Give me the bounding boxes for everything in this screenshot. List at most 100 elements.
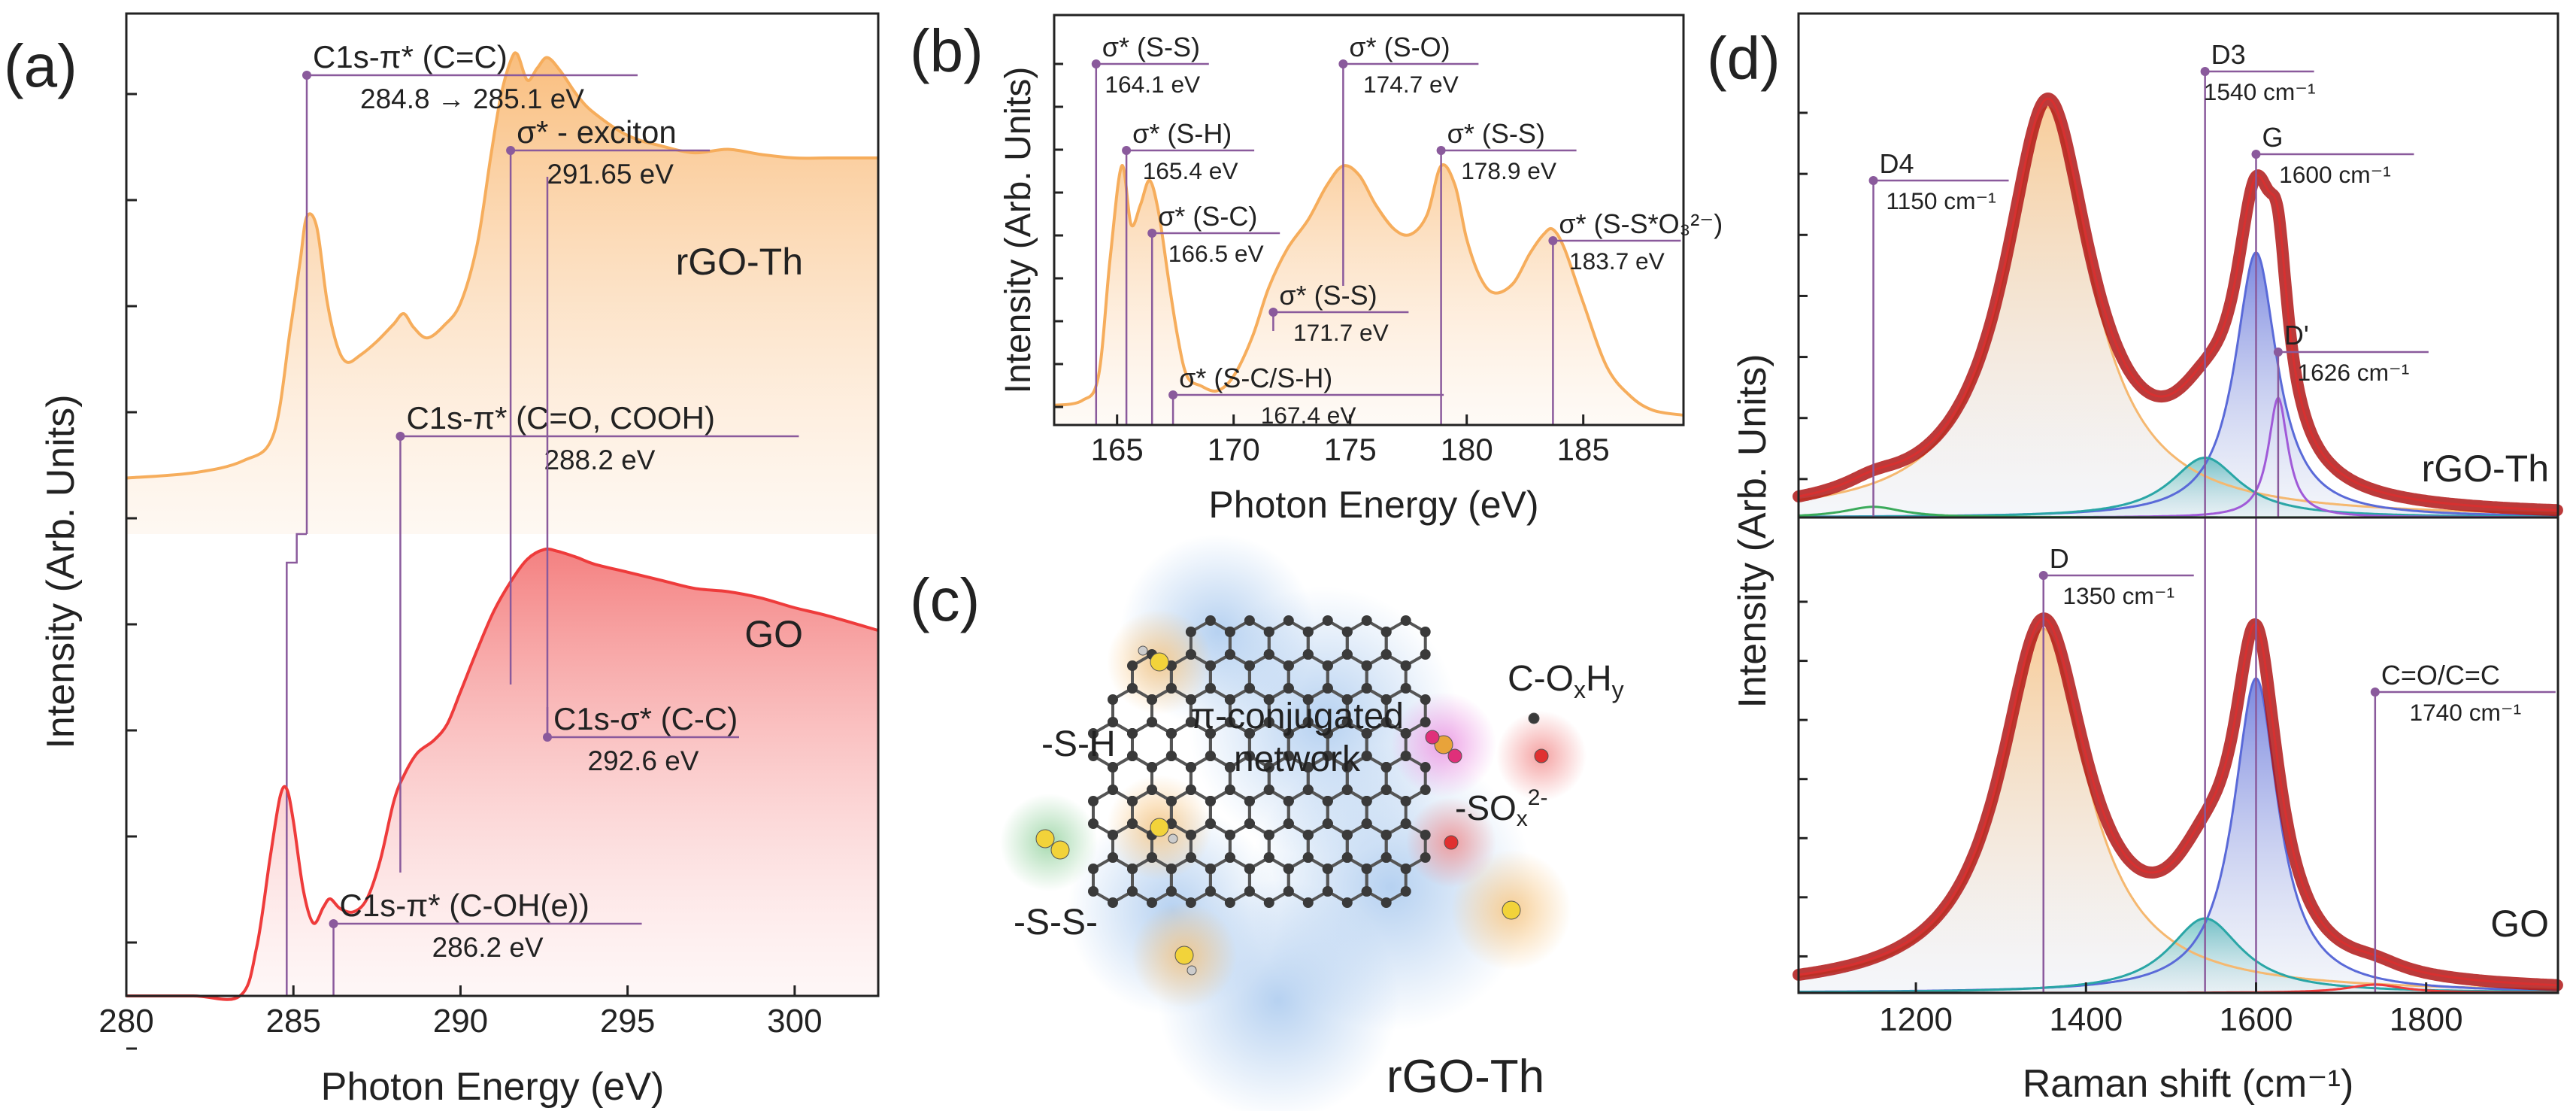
carbon-atom [1127,818,1138,829]
hydrogen-atom [1138,645,1148,656]
carbon-atom [1420,649,1431,660]
carbon-atom [1244,660,1255,671]
carbon-atom [1224,694,1235,705]
carbon-atom [1380,717,1392,727]
carbon-atom [1244,796,1255,806]
carbon-atom [1127,683,1138,694]
carbon-atom [1088,751,1099,761]
annot-d4-value: 1150 cm⁻¹ [1886,187,1996,214]
carbon-atom [1224,762,1235,773]
carbon-atom [1302,694,1314,705]
carbon-atom [1341,627,1353,637]
panel-a-tick-label-300: 300 [767,1003,822,1040]
annot-ss-164-dot [1091,59,1101,68]
annot-g-value: 1600 cm⁻¹ [2279,161,2391,188]
sulfur-atom [1502,900,1521,920]
annot-dprime-dot [2273,348,2283,357]
carbon-atom [1205,886,1216,897]
carbon-atom [1244,751,1255,761]
carbon-atom [1283,864,1294,874]
carbon-atom [1088,796,1099,806]
carbon-atom [1224,649,1235,660]
panel-d-xlabel: Raman shift (cm⁻¹) [2023,1062,2354,1106]
annot-c1s-pi-cc-title: C1s-π* (C=C) [313,39,508,74]
carbon-atom [1108,785,1118,795]
annot-sigma-exciton-dot [506,146,516,155]
panel-a-curves [126,51,879,1001]
panel-d-tick-label-1600: 1600 [2220,1001,2293,1038]
carbon-atom [1127,864,1138,874]
panel-c-structure-illustration: (c) -S-H π-conjugated network C-OxHy -SO… [910,534,1624,1111]
raman-fit-rGO-Th [1798,97,2557,511]
annot-c1s-pi-coh-dot [329,919,338,928]
panel-d-tick-label-1400: 1400 [2049,1001,2123,1038]
annot-d-title: D [2050,543,2069,574]
carbon-atom [1322,660,1333,671]
carbon-atom [1205,818,1216,829]
carbon-atom [1224,785,1235,795]
panel-d-raman: (d) Intensity (Arb. Units) Raman shift (… [1707,12,2563,1106]
carbon-atom [1244,818,1255,829]
carbon-atom [1361,864,1372,874]
c-oxhy-label: C-OxHy [1508,659,1624,703]
annot-co-cc: C=O/C=C 1740 cm⁻¹ [2370,660,2556,993]
carbon-atom [1224,830,1235,840]
panel-a-annotations: C1s-π* (C=C) 284.8 → 285.1 eVσ* - exciton… [302,39,799,996]
annot-ss-178-value: 178.9 eV [1461,157,1556,184]
panel-d-curves [1793,93,2563,994]
carbon-atom [1283,751,1294,761]
carbon-atom [1088,818,1099,829]
annot-d3-dot [2200,67,2210,76]
carbon-atom [1263,897,1274,908]
carbon-atom [1341,785,1353,795]
annot-d-value: 1350 cm⁻¹ [2062,582,2174,609]
panel-b-ylabel: Intensity (Arb. Units) [999,67,1038,394]
raman-fill-rGO-Th-D [1799,107,2557,518]
carbon-atom [1108,852,1118,863]
annot-dprime-title: D' [2284,320,2309,351]
carbon-atom [1108,762,1118,773]
carbon-atom [1322,683,1333,694]
annot-sigma-exciton-value: 291.65 eV [547,159,674,190]
carbon-atom [1088,886,1099,897]
carbon-atom [1263,694,1274,705]
carbon-atom [1283,683,1294,694]
carbon-atom [1165,886,1177,897]
annot-c1s-pi-co: C1s-π* (C=O, COOH) 288.2 eV [395,400,799,873]
carbon-atom [1263,852,1274,863]
carbon-atom [1341,717,1353,727]
carbon-atom [1244,886,1255,897]
raman-fill-rGO-Th-D3 [1799,457,2557,518]
panel-b-annotations: σ* (S-S) 164.1 eV σ* (S-H) 165.4 eV σ* (S-C)… [1091,32,1723,429]
annot-sc-sh-167-title: σ* (S-C/S-H) [1179,363,1332,393]
carbon-atom [1263,717,1274,727]
sulfur-atom [1035,829,1055,848]
carbon-atom [1108,717,1118,727]
graphene-lattice [1088,615,1431,908]
carbon-atom [1185,694,1196,705]
carbon-atom [1224,897,1235,908]
annot-ss-171-dot [1268,308,1278,317]
annot-ss-171: σ* (S-S) 171.7 eV [1268,280,1409,346]
panel-c-label: (c) [910,566,980,633]
annot-d-dot [2038,571,2048,580]
carbon-atom [1361,751,1372,761]
annot-dprime-value: 1626 cm⁻¹ [2298,359,2410,386]
carbon-atom [1322,864,1333,874]
go-fill [126,548,878,1000]
raman-fit-GO [1798,617,2558,987]
annot-c1s-sigma-cc-value: 292.6 eV [588,745,699,776]
carbon-atom [1283,818,1294,829]
carbon-atom [1361,660,1372,671]
annot-ss-164-value: 164.1 eV [1105,71,1200,98]
carbon-atom [1400,886,1411,897]
carbon-atom [1380,694,1392,705]
annot-ss-178-title: σ* (S-S) [1447,118,1545,149]
network-label-line2: network [1234,739,1361,779]
carbon-atom [1185,649,1196,660]
panel-b-tick-label-165: 165 [1091,432,1144,467]
annot-sso3-183-title: σ* (S-S*O₃²⁻) [1559,208,1723,239]
rgo-th-xanes-curve [126,51,878,480]
annot-sh-165-title: σ* (S-H) [1132,118,1232,149]
carbon-atom [1322,818,1333,829]
